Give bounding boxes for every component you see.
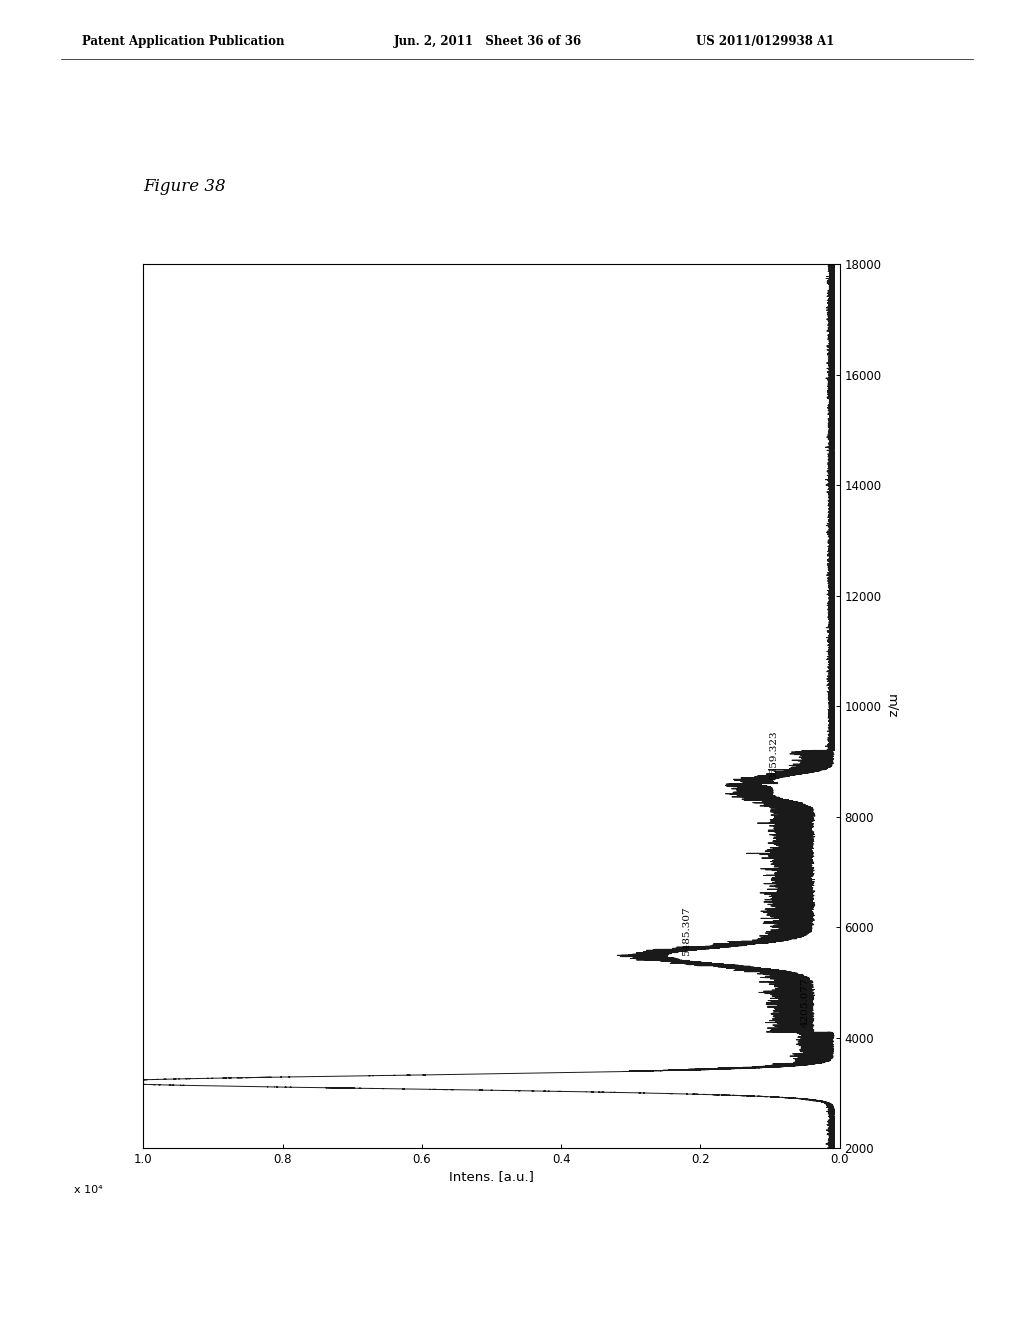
Text: 5485.307: 5485.307 (682, 906, 691, 956)
Text: 4205.077: 4205.077 (801, 977, 809, 1027)
Text: Patent Application Publication: Patent Application Publication (82, 34, 285, 48)
Y-axis label: m/z: m/z (886, 694, 898, 718)
Text: Jun. 2, 2011   Sheet 36 of 36: Jun. 2, 2011 Sheet 36 of 36 (394, 34, 583, 48)
Text: Figure 38: Figure 38 (143, 178, 226, 195)
Text: 8659.323: 8659.323 (769, 731, 778, 780)
X-axis label: Intens. [a.u.]: Intens. [a.u.] (450, 1171, 534, 1184)
Text: US 2011/0129938 A1: US 2011/0129938 A1 (696, 34, 835, 48)
Text: x 10⁴: x 10⁴ (74, 1184, 102, 1195)
